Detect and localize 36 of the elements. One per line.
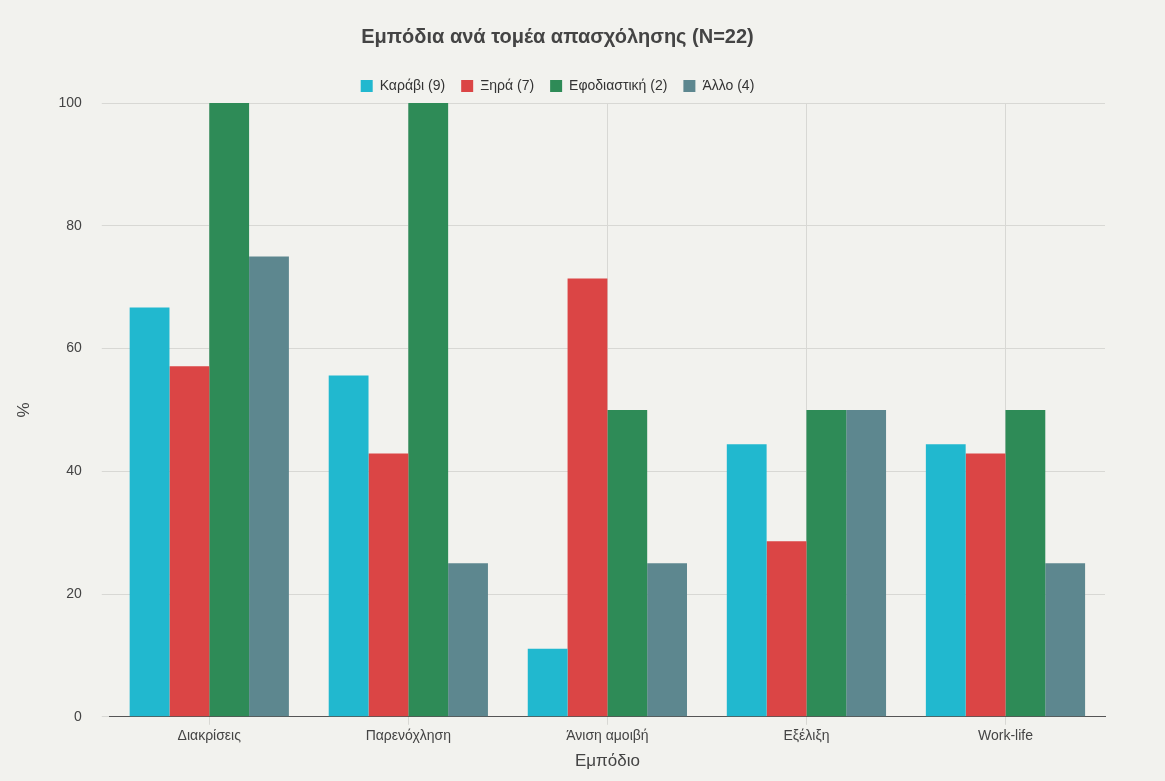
y-tick-label: 80 (66, 216, 82, 233)
bar (567, 278, 608, 717)
y-tick-label: 0 (73, 707, 82, 724)
legend-label: Άλλο (4) (702, 76, 755, 93)
bar (766, 541, 807, 717)
bar (846, 409, 887, 717)
bar (129, 307, 170, 717)
bar (647, 563, 687, 717)
bar (965, 453, 1006, 717)
x-tick-label: Work-life (977, 727, 1034, 744)
bar (249, 256, 289, 717)
x-tick-label: Διακρίσεις (177, 727, 242, 744)
bar (169, 366, 210, 717)
bar (726, 444, 767, 717)
y-axis-title: % (13, 402, 33, 418)
x-tick-label: Άνιση αμοιβή (566, 727, 649, 744)
x-axis-title: Εμπόδιο (574, 751, 640, 771)
chart-title: Εμπόδια ανά τομέα απασχόλησης (N=22) (361, 24, 754, 47)
y-tick-label: 100 (58, 93, 82, 110)
bar (328, 375, 369, 717)
legend-label: Καράβι (9) (379, 76, 446, 93)
bar (368, 453, 409, 717)
y-tick-label: 20 (66, 584, 82, 601)
x-tick-label: Παρενόχληση (365, 727, 452, 744)
y-tick-label: 60 (66, 339, 82, 356)
x-tick-label: Εξέλιξη (783, 727, 830, 744)
bar (925, 444, 966, 717)
bar (1005, 409, 1046, 717)
bar (806, 409, 847, 717)
y-tick-label: 40 (66, 462, 82, 479)
bar (1045, 563, 1086, 717)
bar (607, 409, 648, 717)
legend-label: Εφοδιαστική (2) (569, 76, 668, 93)
legend-label: Ξηρά (7) (480, 76, 535, 93)
bar (448, 563, 488, 717)
bar (527, 648, 568, 717)
